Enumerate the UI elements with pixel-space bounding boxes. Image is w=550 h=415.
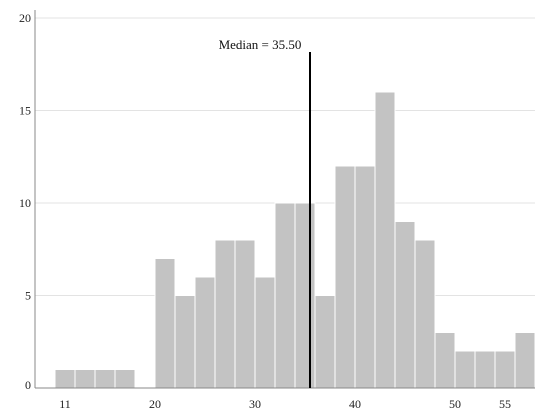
y-tick-label: 20: [19, 11, 31, 25]
median-label: Median = 35.50: [219, 37, 302, 52]
x-tick-labels: 11 20 30 40 50 55: [59, 397, 511, 411]
histogram-bar: [274, 202, 296, 389]
histogram-bar: [434, 332, 456, 389]
histogram-bar: [314, 295, 336, 389]
histogram-bar: [374, 91, 396, 389]
y-tick-label: 15: [19, 104, 31, 118]
histogram-bar: [174, 295, 196, 389]
histogram-bar: [154, 258, 176, 389]
y-tick-label: 5: [25, 289, 31, 303]
histogram-bar: [414, 239, 436, 389]
x-tick-label: 20: [149, 397, 161, 411]
y-tick-label: 10: [19, 196, 31, 210]
histogram-bar: [194, 276, 216, 389]
histogram-bar: [354, 165, 376, 389]
x-tick-label: 50: [449, 397, 461, 411]
histogram-bar: [114, 369, 136, 389]
x-tick-label: 55: [499, 397, 511, 411]
histogram-bar: [94, 369, 116, 389]
histogram-bar: [54, 369, 76, 389]
y-tick-label: 0: [25, 378, 31, 392]
histogram-bar: [394, 221, 416, 389]
axes: [34, 10, 535, 389]
x-tick-label: 30: [249, 397, 261, 411]
histogram-bar: [294, 202, 316, 389]
histogram-bar: [214, 239, 236, 389]
histogram-bar: [514, 332, 536, 389]
histogram-bar: [234, 239, 256, 389]
x-tick-label: 40: [349, 397, 361, 411]
y-tick-labels: 0 5 10 15 20: [19, 11, 31, 392]
histogram-bars: [54, 91, 536, 389]
histogram-bar: [254, 276, 276, 389]
histogram-bar: [494, 350, 516, 389]
histogram-bar: [74, 369, 96, 389]
x-tick-label: 11: [59, 397, 71, 411]
histogram-bar: [474, 350, 496, 389]
histogram-bar: [454, 350, 476, 389]
histogram-bar: [334, 165, 356, 389]
